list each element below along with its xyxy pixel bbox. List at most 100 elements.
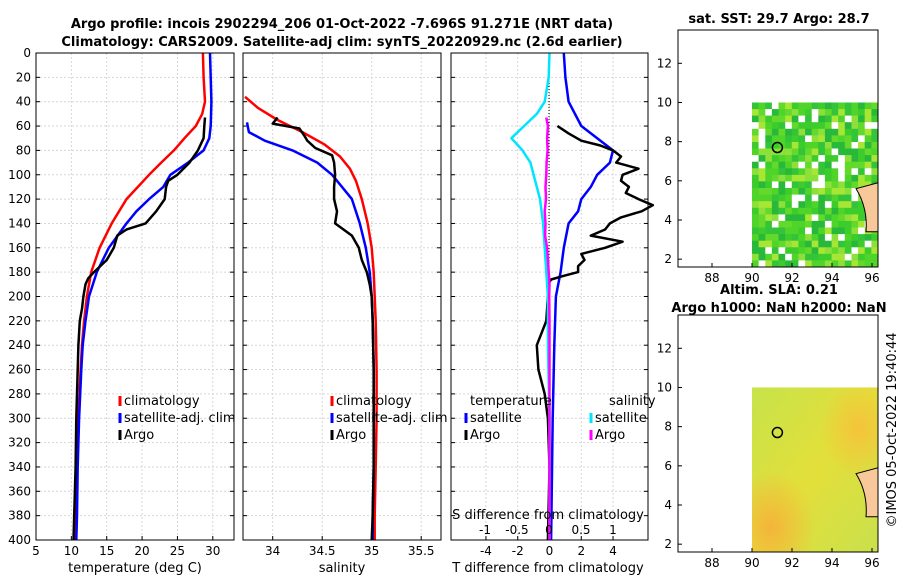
sst-map-xtick-label: 90 xyxy=(744,271,759,285)
sst-cell xyxy=(771,155,779,163)
sst-cell xyxy=(771,161,779,169)
sst-cell xyxy=(771,227,779,235)
sla-map-xtick-label: 90 xyxy=(744,556,759,570)
sst-cell xyxy=(805,181,813,189)
sst-cell xyxy=(765,214,773,222)
sst-cell xyxy=(824,155,832,163)
sst-cell xyxy=(785,155,793,163)
sst-cell xyxy=(758,194,766,202)
sst-cell xyxy=(811,174,819,182)
sst-cell xyxy=(864,109,872,117)
sst-cell xyxy=(858,122,866,130)
sst-map-ytick-label: 12 xyxy=(657,56,672,70)
sst-cell xyxy=(844,207,852,215)
sst-cell xyxy=(818,115,826,123)
sst-cell xyxy=(858,260,866,268)
sst-cell xyxy=(858,181,866,189)
sst-cell xyxy=(871,122,879,130)
sst-cell xyxy=(771,115,779,123)
sst-cell xyxy=(844,227,852,235)
sst-cell xyxy=(818,207,826,215)
t-difference-xlabel: T difference from climatology xyxy=(451,561,644,576)
sst-cell xyxy=(758,102,766,110)
sst-cell xyxy=(752,214,760,222)
sst-cell xyxy=(864,174,872,182)
sst-map-ytick-label: 2 xyxy=(664,252,672,266)
sst-cell xyxy=(778,168,786,176)
sst-cell xyxy=(805,227,813,235)
sst-cell xyxy=(838,168,846,176)
temperature-xtick-label: 15 xyxy=(99,544,114,558)
sst-cell xyxy=(831,109,839,117)
sst-cell xyxy=(838,102,846,110)
salinity-series xyxy=(244,95,378,541)
sst-cell xyxy=(858,247,866,255)
sst-cell xyxy=(844,194,852,202)
sst-cell xyxy=(838,240,846,248)
sst-cell xyxy=(778,148,786,156)
sst-cell xyxy=(771,181,779,189)
sst-cell xyxy=(831,253,839,261)
difference-frame xyxy=(450,52,649,541)
sst-cell xyxy=(811,168,819,176)
sst-cell xyxy=(785,207,793,215)
title-line-2: Climatology: CARS2009. Satellite-adj cli… xyxy=(61,35,622,50)
sst-cell xyxy=(752,142,760,150)
sst-cell xyxy=(831,220,839,228)
sst-cell xyxy=(838,135,846,143)
sst-cell xyxy=(758,260,766,268)
sst-cell xyxy=(758,135,766,143)
sst-map-y-ticks: 2 4 6 8 10 12 xyxy=(657,56,682,266)
salinity-xtick-label: 34 xyxy=(265,544,280,558)
sst-cell xyxy=(752,220,760,228)
sst-cell xyxy=(805,174,813,182)
sst-cell xyxy=(791,102,799,110)
sst-cell xyxy=(811,260,819,268)
sst-cell xyxy=(791,207,799,215)
depth-tick-label: 40 xyxy=(16,95,31,109)
sla-map-x-ticks: 88 90 92 94 96 xyxy=(704,548,880,570)
sst-cell xyxy=(818,155,826,163)
sst-cell xyxy=(831,122,839,130)
salinity-grid xyxy=(243,52,441,541)
sst-cell xyxy=(805,122,813,130)
sst-cell xyxy=(824,214,832,222)
sst-cell xyxy=(871,240,879,248)
sla-map-panel: Altim. SLA: 0.21 Argo h1000: NaN h2000: … xyxy=(657,283,887,570)
sst-cell xyxy=(844,174,852,182)
sst-cell xyxy=(838,122,846,130)
sst-cell xyxy=(858,227,866,235)
sst-cell xyxy=(785,161,793,169)
sst-cell xyxy=(791,247,799,255)
sst-cell xyxy=(778,115,786,123)
sst-cell xyxy=(851,240,859,248)
sst-cell xyxy=(838,247,846,255)
sst-cell xyxy=(791,174,799,182)
sst-cell xyxy=(785,247,793,255)
sst-cell xyxy=(778,161,786,169)
sst-cell xyxy=(778,109,786,117)
sst-cell xyxy=(752,253,760,261)
sst-cell xyxy=(851,174,859,182)
sst-cell xyxy=(831,155,839,163)
depth-tick-label: 380 xyxy=(8,509,31,523)
sst-cell xyxy=(758,253,766,261)
sst-cell xyxy=(798,155,806,163)
sst-cell xyxy=(831,234,839,242)
sst-cell xyxy=(771,201,779,209)
sst-cell xyxy=(771,253,779,261)
sst-cell xyxy=(838,194,846,202)
sst-cell xyxy=(765,201,773,209)
temperature-legend: climatology satellite-adj. clim Argo xyxy=(118,394,236,443)
sst-cell xyxy=(824,115,832,123)
difference-legend-header-temperature: temperature xyxy=(470,394,552,409)
sst-map-xtick-label: 88 xyxy=(704,271,719,285)
sla-map-cells xyxy=(752,387,879,552)
sla-map-xtick-label: 88 xyxy=(704,556,719,570)
sst-cell xyxy=(752,234,760,242)
sst-cell xyxy=(818,253,826,261)
sst-cell xyxy=(765,135,773,143)
sst-cell xyxy=(752,128,760,136)
temperature-xtick-label: 25 xyxy=(170,544,185,558)
sst-map-ytick-label: 8 xyxy=(664,135,672,149)
